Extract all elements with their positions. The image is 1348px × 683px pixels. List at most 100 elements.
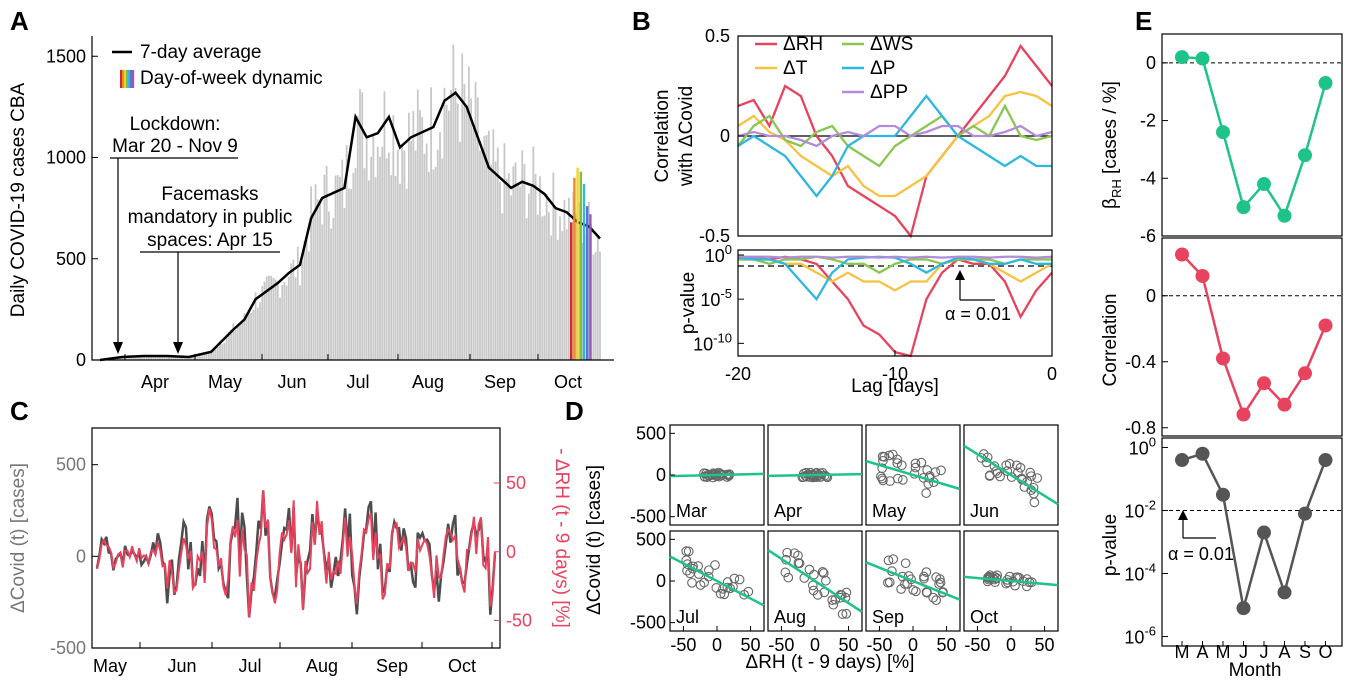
e-ytick-label: 10-2 [1124,497,1156,521]
d-point [896,460,907,471]
e-point [1175,453,1189,468]
b-y-label-1: Correlation [652,90,673,183]
e-subplot-frame [1161,237,1343,437]
d-xtick-label: 0 [908,635,918,655]
panel-label-b: B [632,6,651,36]
a-bar [256,307,259,360]
a-bar [341,159,344,360]
b-legend-label: ΔP [870,58,895,79]
d-point [798,468,809,479]
a-ann-facemasks-2: mandatory in public [128,207,293,228]
a-bar [272,277,275,360]
a-bar [465,105,468,360]
a-bar [307,251,310,360]
a-bar [370,156,373,360]
panel-label-c: C [10,396,29,426]
b-line-ΔP [737,94,1052,198]
a-bar [336,175,339,360]
d-ytick-label: 0 [656,465,666,485]
a-bar [423,153,426,360]
a-bar [399,183,401,360]
a-bar [461,53,464,361]
c-xtick-label: May [93,656,127,676]
b-xtick-label: -20 [725,364,751,384]
e-point [1195,51,1210,66]
d-point [1002,577,1013,588]
a-bar [221,344,224,360]
a-bar [490,164,493,360]
a-bar [447,110,450,361]
a-bar [270,275,273,360]
panel-label-a: A [10,6,29,36]
a-bar [119,357,121,360]
e3-y-label: p-value [1100,514,1121,576]
d-ytick-label: -500 [630,507,666,527]
a-bar [223,342,226,360]
a-bar [352,173,355,360]
e-point [1277,397,1292,412]
e-ytick-label: 10-6 [1124,624,1156,648]
a-bar [567,197,570,360]
d-fit-line [963,444,1059,506]
a-bar [481,148,484,360]
a-bar [176,356,179,360]
a-xtick-label: Apr [141,372,169,392]
d-point [934,579,944,589]
d-point [921,488,932,498]
d-point [916,457,927,468]
e-point [1318,76,1333,91]
d-point [841,587,852,598]
e3-alpha-arrowhead [1178,510,1188,520]
a-bar [181,356,184,360]
e-point [1216,125,1230,140]
a-bar [594,252,597,360]
b-xtick-label: -10 [882,364,908,384]
d-point [910,462,921,473]
a-legend-swatch [132,70,135,88]
d-point [897,571,908,582]
d-subplot-frame [963,424,1059,526]
a-bar [381,146,384,360]
d-point [921,567,932,577]
a-bar [245,316,248,360]
a-bar [172,355,175,360]
e2-y-label: Correlation [1100,294,1121,387]
e-point [1216,351,1230,366]
e-xtick-label: S [1299,642,1311,662]
e-line [1181,55,1327,219]
c-y-label-right: - ΔRH (t - 9 days) [%] [551,448,572,628]
a-bar [507,173,510,360]
e-point [1277,585,1292,600]
c-ytick-label: -500 [50,638,86,658]
b-p-y-ticks: 100 10-5 10-10 [693,242,744,354]
e-x-label: Month [1229,660,1282,681]
a-bar [130,356,133,360]
b-line-ΔT [737,90,1053,198]
b-line-ΔWS [737,103,1053,168]
a-bar [303,241,306,360]
d-xtick-label: 50 [937,635,957,655]
b-alpha-arrowhead [955,270,965,280]
a-bar [330,228,333,360]
a-bar [374,177,377,360]
e-point [1175,247,1189,262]
d-point [704,565,714,576]
d-point [687,577,697,588]
a-bar [316,199,319,360]
a-xtick-label: May [208,372,242,392]
a-bar [512,166,515,360]
a-bar [445,104,448,360]
a-bar [243,313,246,360]
a-bar [556,239,559,360]
a-bar [241,322,244,360]
a-bar [505,178,508,360]
a-bar [165,355,168,360]
d-point [841,608,852,619]
e-point [1298,506,1312,521]
d-month-label: Jun [970,501,999,521]
a-x-ticks: Apr May Jun Jul Aug Sep Oct [124,354,582,392]
d-point [931,595,942,605]
a-bar [332,218,335,360]
a-bar [412,111,415,361]
a-bar [236,326,239,360]
